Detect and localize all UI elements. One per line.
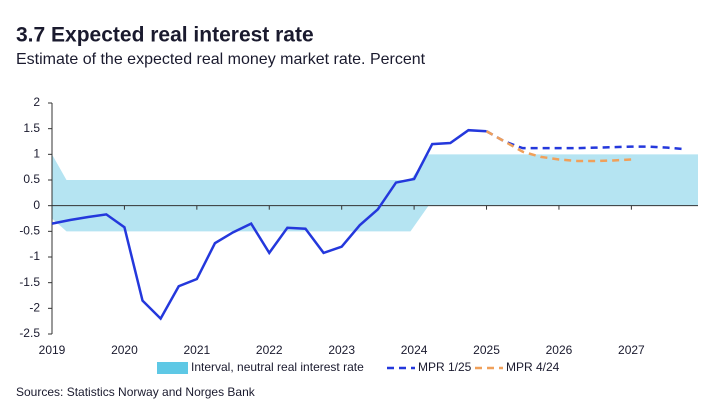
x-tick-label: 2020 [111, 343, 138, 357]
line-forecast [485, 130, 686, 151]
y-tick-label: -2 [29, 301, 40, 315]
y-tick-label: -0.5 [19, 224, 40, 238]
legend-swatch [157, 362, 188, 374]
x-tick-label: 2021 [183, 343, 210, 357]
x-tick-label: 2026 [546, 343, 573, 357]
x-tick-label: 2025 [473, 343, 500, 357]
y-tick-label: 1 [33, 147, 40, 161]
legend-label: Interval, neutral real interest rate [191, 360, 364, 374]
source: Sources: Statistics Norway and Norges Ba… [16, 385, 256, 399]
chart-subtitle: Estimate of the expected real money mark… [16, 51, 426, 68]
y-tick-label: -2.5 [19, 326, 40, 340]
legend-label: MPR 1/25 [418, 360, 472, 374]
x-tick-label: 2023 [328, 343, 355, 357]
x-tick-label: 2024 [401, 343, 428, 357]
y-tick-label: 2 [33, 95, 40, 109]
x-tick-label: 2027 [618, 343, 645, 357]
y-tick-label: -1.5 [19, 275, 40, 289]
legend-label: MPR 4/24 [506, 360, 560, 374]
chart-title: 3.7 Expected real interest rate [16, 24, 314, 47]
x-tick-label: 2022 [256, 343, 283, 357]
y-tick-label: 0 [33, 198, 40, 212]
y-tick-label: 1.5 [23, 121, 40, 135]
interval-band [52, 154, 698, 232]
line-actual [51, 128, 487, 321]
y-tick-label: -1 [29, 249, 40, 263]
x-tick-label: 2019 [39, 343, 66, 357]
line-forecast [485, 130, 632, 163]
y-tick-label: 0.5 [23, 172, 40, 186]
